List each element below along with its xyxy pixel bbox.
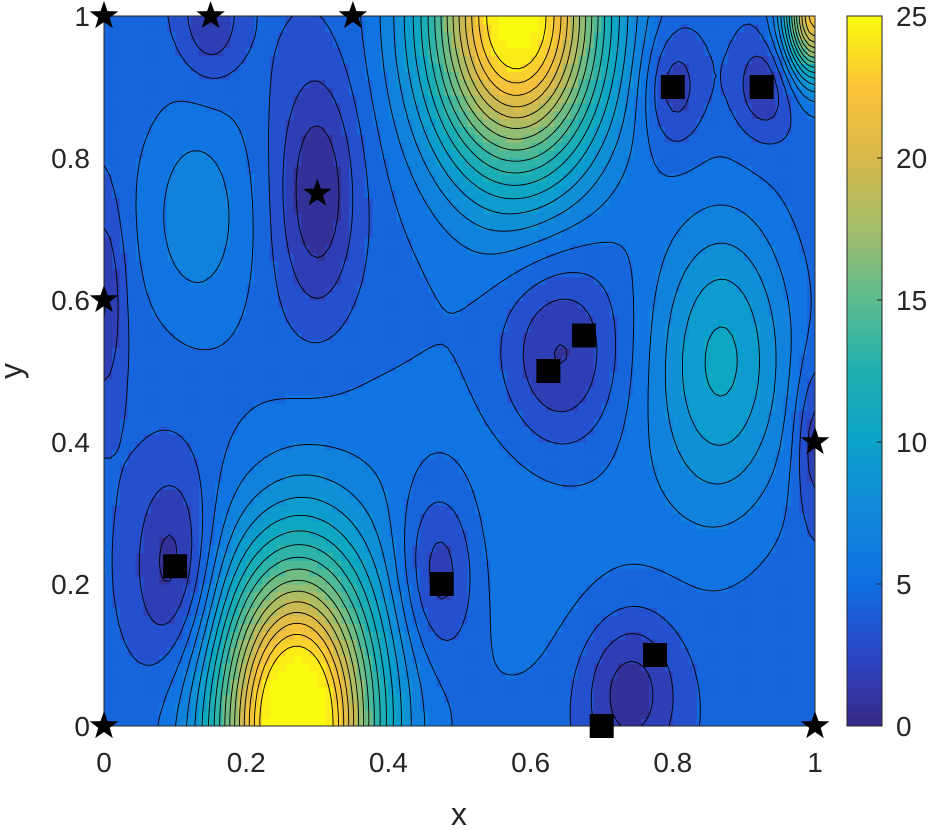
- colorbar-tick-label: 20: [896, 143, 927, 174]
- y-axis-ticks: 0 0.2 0.4 0.6 0.8 1: [51, 1, 90, 742]
- star-marker: [800, 711, 830, 739]
- y-tick-label: 0.2: [51, 569, 90, 600]
- square-marker: [429, 572, 454, 596]
- star-marker: [800, 427, 830, 455]
- y-axis-label: y: [0, 363, 29, 379]
- x-tick-label: 0.6: [511, 747, 550, 778]
- y-tick-label: 0.4: [51, 427, 90, 458]
- star-marker: [89, 711, 119, 739]
- x-tick-label: 0.2: [227, 747, 266, 778]
- star-marker: [303, 178, 332, 206]
- star-marker: [89, 285, 119, 313]
- plot-frame: [103, 15, 816, 727]
- contour-line: [104, 16, 815, 726]
- x-tick-label: 0.8: [653, 747, 692, 778]
- star-marker: [338, 1, 368, 29]
- x-axis-ticks: 0 0.2 0.4 0.6 0.8 1: [96, 747, 823, 778]
- colorbar-tick-label: 15: [896, 285, 927, 316]
- colorbar-tick-label: 25: [896, 1, 927, 32]
- y-tick-label: 0.6: [51, 285, 90, 316]
- y-tick-label: 1: [74, 1, 90, 32]
- x-axis-label: x: [451, 796, 467, 830]
- contour-lines: [104, 16, 815, 726]
- marker-layer: [89, 1, 830, 739]
- y-tick-label: 0.8: [51, 143, 90, 174]
- square-marker: [660, 75, 685, 99]
- square-marker: [571, 323, 596, 348]
- x-tick-label: 1: [807, 747, 823, 778]
- star-marker: [196, 1, 225, 29]
- x-tick-label: 0.4: [369, 747, 408, 778]
- colorbar-tick-label: 10: [896, 427, 927, 458]
- y-tick-label: 0: [74, 711, 90, 742]
- colorbar-tick-label: 5: [896, 569, 912, 600]
- colorbar-tick-label: 0: [896, 711, 912, 742]
- square-marker: [643, 643, 668, 667]
- square-marker: [163, 554, 188, 579]
- square-marker: [589, 714, 614, 738]
- colorbar: [846, 15, 883, 727]
- x-tick-label: 0: [96, 747, 112, 778]
- colorbar-ticks: 0 5 10 15 20 25: [877, 1, 927, 742]
- square-marker: [749, 75, 774, 99]
- contour-fill: [104, 16, 815, 726]
- star-marker: [89, 1, 119, 29]
- square-marker: [536, 359, 561, 383]
